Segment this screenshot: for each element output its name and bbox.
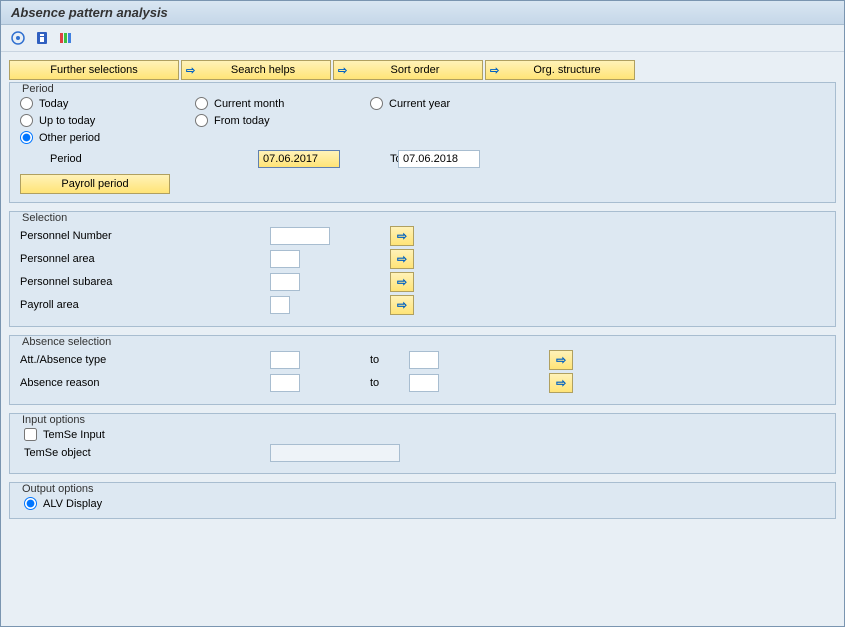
org-structure-button[interactable]: ⇨ Org. structure [485, 60, 635, 80]
personnel-subarea-row: Personnel subarea ⇨ [20, 272, 825, 292]
icon-toolbar [1, 25, 844, 52]
period-label: Period [20, 153, 90, 165]
temse-object-label: TemSe object [20, 447, 270, 459]
arrow-icon: ⇨ [490, 64, 504, 77]
selection-legend: Selection [18, 211, 71, 224]
radio-from-today-label: From today [214, 115, 270, 127]
period-legend: Period [18, 82, 58, 95]
personnel-area-row: Personnel area ⇨ [20, 249, 825, 269]
sort-order-button[interactable]: ⇨ Sort order [333, 60, 483, 80]
period-to-date[interactable]: 07.06.2018 [398, 150, 480, 168]
absence-reason-to-label: to [370, 377, 379, 389]
radio-up-to-today-label: Up to today [39, 115, 95, 127]
radio-current-year-input[interactable] [370, 97, 383, 110]
payroll-area-multi-button[interactable]: ⇨ [390, 295, 414, 315]
temse-input-check[interactable]: TemSe Input [20, 428, 105, 441]
further-selections-label: Further selections [14, 64, 174, 76]
radio-from-today-input[interactable] [195, 114, 208, 127]
payroll-area-label: Payroll area [20, 299, 270, 311]
radio-from-today[interactable]: From today [195, 114, 370, 127]
period-radios: Today Current month Current year Up to t… [20, 97, 825, 144]
temse-input-label: TemSe Input [43, 429, 105, 441]
period-group: Period Today Current month Current year … [9, 82, 836, 203]
personnel-subarea-multi-button[interactable]: ⇨ [390, 272, 414, 292]
radio-today-input[interactable] [20, 97, 33, 110]
execute-icon[interactable] [9, 29, 27, 47]
personnel-area-multi-button[interactable]: ⇨ [390, 249, 414, 269]
further-selections-button[interactable]: Further selections [9, 60, 179, 80]
temse-input-row: TemSe Input [20, 428, 825, 441]
att-absence-to-label: to [370, 354, 379, 366]
personnel-area-label: Personnel area [20, 253, 270, 265]
absence-reason-from-input[interactable] [270, 374, 300, 392]
radio-other-period[interactable]: Other period [20, 131, 195, 144]
radio-current-month-label: Current month [214, 98, 284, 110]
att-absence-type-to-input[interactable] [409, 351, 439, 369]
radio-up-to-today-input[interactable] [20, 114, 33, 127]
radio-alv-display-label: ALV Display [43, 498, 102, 510]
arrow-icon: ⇨ [186, 64, 200, 77]
radio-other-period-input[interactable] [20, 131, 33, 144]
radio-current-year[interactable]: Current year [370, 97, 545, 110]
radio-up-to-today[interactable]: Up to today [20, 114, 195, 127]
absence-reason-to-input[interactable] [409, 374, 439, 392]
personnel-number-label: Personnel Number [20, 230, 270, 242]
personnel-area-input[interactable] [270, 250, 300, 268]
temse-input-checkbox[interactable] [24, 428, 37, 441]
search-helps-label: Search helps [200, 64, 326, 76]
radio-other-period-label: Other period [39, 132, 100, 144]
content-area: © www.tutorialkart.com Further selection… [1, 52, 844, 527]
sort-order-label: Sort order [352, 64, 478, 76]
output-options-legend: Output options [18, 482, 98, 495]
att-absence-type-label: Att./Absence type [20, 354, 270, 366]
personnel-number-row: Personnel Number ⇨ [20, 226, 825, 246]
payroll-area-row: Payroll area ⇨ [20, 295, 825, 315]
output-options-group: Output options ALV Display [9, 482, 836, 519]
period-to-label: To [340, 153, 390, 165]
absence-reason-multi-button[interactable]: ⇨ [549, 373, 573, 393]
att-absence-type-from-input[interactable] [270, 351, 300, 369]
window-title: Absence pattern analysis [1, 1, 844, 25]
radio-current-year-label: Current year [389, 98, 450, 110]
att-absence-type-multi-button[interactable]: ⇨ [549, 350, 573, 370]
personnel-number-input[interactable] [270, 227, 330, 245]
org-structure-label: Org. structure [504, 64, 630, 76]
input-options-legend: Input options [18, 413, 89, 426]
selection-group: Selection Personnel Number ⇨ Personnel a… [9, 211, 836, 327]
radio-alv-display[interactable]: ALV Display [20, 497, 825, 510]
radio-current-month-input[interactable] [195, 97, 208, 110]
input-options-group: Input options TemSe Input TemSe object [9, 413, 836, 474]
payroll-period-button[interactable]: Payroll period [20, 174, 170, 194]
radio-today[interactable]: Today [20, 97, 195, 110]
personnel-number-multi-button[interactable]: ⇨ [390, 226, 414, 246]
absence-selection-group: Absence selection Att./Absence type to ⇨… [9, 335, 836, 405]
variant-icon[interactable] [57, 29, 75, 47]
personnel-subarea-label: Personnel subarea [20, 276, 270, 288]
radio-alv-display-input[interactable] [24, 497, 37, 510]
period-date-row: Period 07.06.2017 To 07.06.2018 [20, 150, 825, 168]
selection-button-row: Further selections ⇨ Search helps ⇨ Sort… [9, 60, 836, 80]
period-from-date[interactable]: 07.06.2017 [258, 150, 340, 168]
radio-current-month[interactable]: Current month [195, 97, 370, 110]
absence-selection-legend: Absence selection [18, 335, 115, 348]
absence-reason-label: Absence reason [20, 377, 270, 389]
personnel-subarea-input[interactable] [270, 273, 300, 291]
search-helps-button[interactable]: ⇨ Search helps [181, 60, 331, 80]
payroll-area-input[interactable] [270, 296, 290, 314]
temse-object-input[interactable] [270, 444, 400, 462]
att-absence-type-row: Att./Absence type to ⇨ [20, 350, 825, 370]
radio-today-label: Today [39, 98, 68, 110]
absence-reason-row: Absence reason to ⇨ [20, 373, 825, 393]
temse-object-row: TemSe object [20, 444, 825, 462]
arrow-icon: ⇨ [338, 64, 352, 77]
info-icon[interactable] [33, 29, 51, 47]
